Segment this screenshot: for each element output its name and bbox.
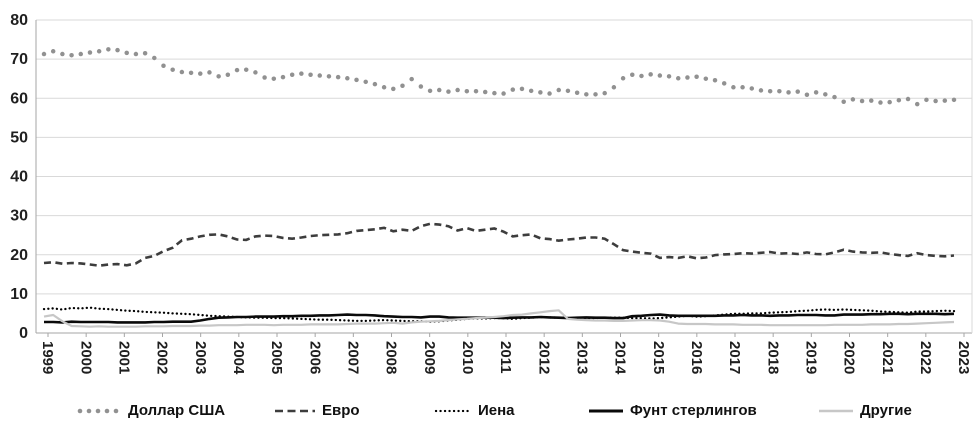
svg-text:2013: 2013 <box>574 341 591 374</box>
legend-label-pound: Фунт стерлингов <box>630 402 757 419</box>
other-line-marker-icon <box>819 409 853 412</box>
legend-item-pound: Фунт стерлингов <box>588 402 757 419</box>
gridlines <box>36 19 972 334</box>
svg-text:2006: 2006 <box>306 341 323 374</box>
svg-text:2002: 2002 <box>154 341 171 374</box>
series-lines <box>41 47 957 328</box>
svg-text:2000: 2000 <box>77 341 94 374</box>
svg-text:2019: 2019 <box>803 341 820 374</box>
svg-text:2008: 2008 <box>383 341 400 374</box>
svg-text:2004: 2004 <box>230 341 247 375</box>
pound-line-marker-icon <box>589 409 623 412</box>
plot-borders <box>35 20 973 337</box>
svg-text:2022: 2022 <box>917 341 934 374</box>
legend-label-euro: Евро <box>322 402 360 419</box>
svg-text:2016: 2016 <box>688 341 705 374</box>
svg-text:1999: 1999 <box>39 341 56 374</box>
legend-item-usd: Доллар США <box>76 402 225 419</box>
legend-item-other: Другие <box>818 402 912 419</box>
chart-svg: 0 10 20 30 40 50 60 70 80 1999 2000 2001 2002 2003 20… <box>10 12 973 375</box>
svg-text:2021: 2021 <box>879 341 896 374</box>
svg-text:2018: 2018 <box>764 341 781 374</box>
svg-text:2014: 2014 <box>612 341 629 375</box>
svg-text:60: 60 <box>10 90 28 107</box>
svg-text:50: 50 <box>10 129 28 146</box>
x-axis-labels: 1999 2000 2001 2002 2003 2004 2005 2006 2007 2008… <box>39 341 972 375</box>
svg-text:10: 10 <box>10 286 28 303</box>
legend-label-usd: Доллар США <box>128 402 226 419</box>
svg-text:70: 70 <box>10 51 28 68</box>
svg-text:2011: 2011 <box>497 341 514 374</box>
svg-text:2012: 2012 <box>535 341 552 374</box>
svg-text:2020: 2020 <box>841 341 858 374</box>
svg-text:2017: 2017 <box>726 341 743 374</box>
yen-dot-marker-icon <box>434 409 472 412</box>
svg-text:80: 80 <box>10 12 28 29</box>
legend-item-yen: Иена <box>434 402 515 419</box>
svg-text:2009: 2009 <box>421 341 438 374</box>
svg-text:2015: 2015 <box>650 341 667 374</box>
svg-text:2003: 2003 <box>192 341 209 374</box>
svg-text:0: 0 <box>19 325 28 342</box>
svg-text:30: 30 <box>10 208 28 225</box>
euro-dash-marker-icon <box>275 409 315 412</box>
svg-text:2023: 2023 <box>955 341 972 374</box>
svg-text:2005: 2005 <box>268 341 285 374</box>
svg-text:2010: 2010 <box>459 341 476 374</box>
legend: Доллар США Евро Иена Фунт стерлингов Дру… <box>0 394 980 431</box>
usd-dots-marker-icon <box>77 408 119 413</box>
svg-text:20: 20 <box>10 247 28 264</box>
legend-item-euro: Евро <box>274 402 360 419</box>
legend-label-other: Другие <box>860 402 912 419</box>
legend-label-yen: Иена <box>478 402 515 419</box>
svg-text:2007: 2007 <box>345 341 362 374</box>
svg-text:40: 40 <box>10 169 28 186</box>
svg-text:2001: 2001 <box>116 341 133 374</box>
y-axis-labels: 0 10 20 30 40 50 60 70 80 <box>10 12 28 342</box>
